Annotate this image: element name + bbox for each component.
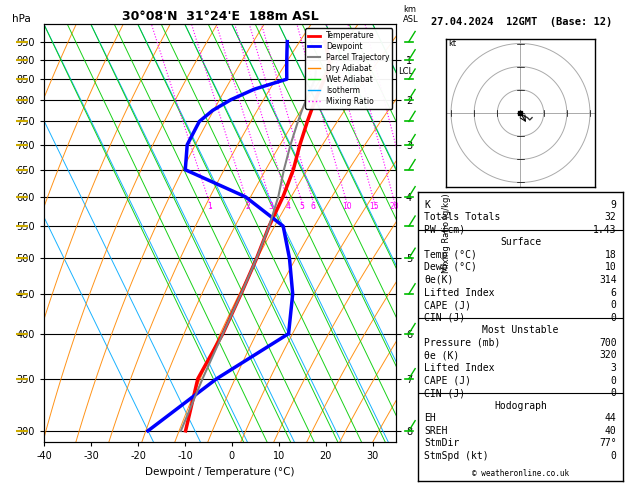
Text: Lifted Index: Lifted Index: [425, 288, 495, 297]
Text: StmDir: StmDir: [425, 438, 460, 449]
Text: hPa: hPa: [13, 14, 31, 24]
Text: Most Unstable: Most Unstable: [482, 325, 559, 335]
Text: 3: 3: [611, 363, 616, 373]
Text: K: K: [425, 200, 430, 209]
Text: 15: 15: [370, 203, 379, 211]
Text: CAPE (J): CAPE (J): [425, 300, 471, 310]
Text: © weatheronline.co.uk: © weatheronline.co.uk: [472, 469, 569, 478]
Text: 1.43: 1.43: [593, 225, 616, 235]
Text: CIN (J): CIN (J): [425, 388, 465, 398]
Text: 1: 1: [207, 203, 212, 211]
Text: 3: 3: [269, 203, 274, 211]
X-axis label: Dewpoint / Temperature (°C): Dewpoint / Temperature (°C): [145, 467, 295, 477]
Text: 0: 0: [611, 388, 616, 398]
Text: 40: 40: [605, 426, 616, 436]
Text: Hodograph: Hodograph: [494, 400, 547, 411]
Text: 10: 10: [342, 203, 352, 211]
Text: StmSpd (kt): StmSpd (kt): [425, 451, 489, 461]
Text: 77°: 77°: [599, 438, 616, 449]
Text: 44: 44: [605, 413, 616, 423]
Text: θe (K): θe (K): [425, 350, 460, 361]
Text: CAPE (J): CAPE (J): [425, 376, 471, 385]
Text: LCL: LCL: [398, 67, 413, 76]
Text: Lifted Index: Lifted Index: [425, 363, 495, 373]
Text: 9: 9: [611, 200, 616, 209]
Text: Dewp (°C): Dewp (°C): [425, 262, 477, 272]
Text: 18: 18: [605, 250, 616, 260]
Text: 6: 6: [611, 288, 616, 297]
Text: 0: 0: [611, 451, 616, 461]
Text: CIN (J): CIN (J): [425, 312, 465, 323]
Text: 0: 0: [611, 300, 616, 310]
Text: Temp (°C): Temp (°C): [425, 250, 477, 260]
Text: Totals Totals: Totals Totals: [425, 212, 501, 222]
Text: 0: 0: [611, 312, 616, 323]
Text: 320: 320: [599, 350, 616, 361]
Text: SREH: SREH: [425, 426, 448, 436]
Text: θe(K): θe(K): [425, 275, 454, 285]
Text: 10: 10: [605, 262, 616, 272]
Text: 700: 700: [599, 338, 616, 348]
Text: EH: EH: [425, 413, 436, 423]
Text: 6: 6: [311, 203, 316, 211]
Text: 5: 5: [299, 203, 304, 211]
Text: Pressure (mb): Pressure (mb): [425, 338, 501, 348]
Text: 314: 314: [599, 275, 616, 285]
Text: Mixing Ratio (g/kg): Mixing Ratio (g/kg): [442, 193, 451, 273]
Text: 4: 4: [286, 203, 291, 211]
Text: 2: 2: [245, 203, 250, 211]
Text: 0: 0: [611, 376, 616, 385]
Title: 30°08'N  31°24'E  188m ASL: 30°08'N 31°24'E 188m ASL: [122, 10, 318, 23]
Text: kt: kt: [448, 39, 457, 48]
Legend: Temperature, Dewpoint, Parcel Trajectory, Dry Adiabat, Wet Adiabat, Isotherm, Mi: Temperature, Dewpoint, Parcel Trajectory…: [305, 28, 392, 109]
Text: km
ASL: km ASL: [403, 5, 419, 24]
Text: PW (cm): PW (cm): [425, 225, 465, 235]
Text: 27.04.2024  12GMT  (Base: 12): 27.04.2024 12GMT (Base: 12): [431, 17, 613, 27]
Text: 20: 20: [390, 203, 399, 211]
Text: Surface: Surface: [500, 237, 541, 247]
Text: 32: 32: [605, 212, 616, 222]
